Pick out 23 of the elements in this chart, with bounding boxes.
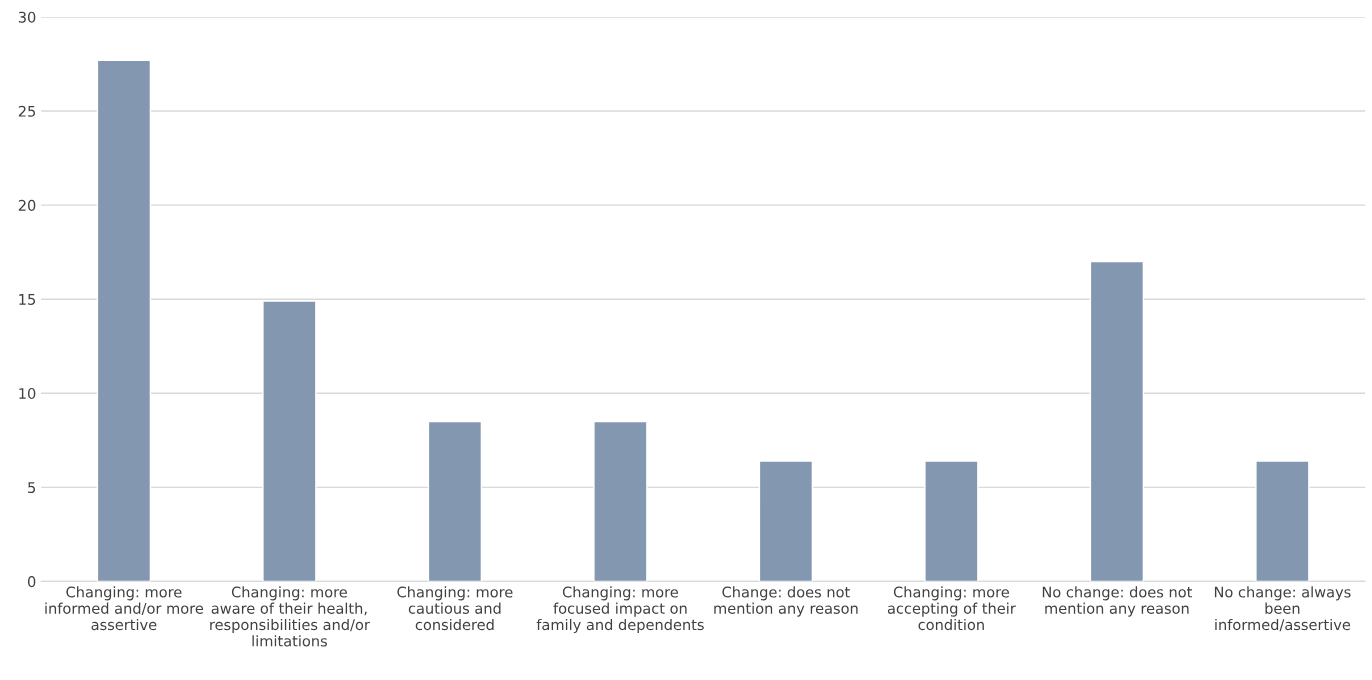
bar (262, 300, 317, 582)
bar (593, 420, 648, 582)
bar (427, 420, 483, 582)
y-tick-label: 5 (28, 482, 36, 494)
y-tick-label: 30 (18, 11, 36, 23)
bar (758, 460, 814, 582)
x-tick-label: Changing: more accepting of their condition (887, 586, 1016, 631)
x-tick-label: Changing: more aware of their health, responsibilities and/or limitations (210, 586, 370, 647)
y-tick-label: 25 (18, 105, 36, 117)
x-tick-label: Change: does not mention any reason (714, 586, 858, 617)
bar (96, 59, 152, 582)
bar (1089, 260, 1145, 582)
y-tick-label: 0 (27, 576, 36, 588)
x-tick-label: No change: always been informed/assertive (1214, 586, 1351, 632)
bar (924, 460, 979, 582)
y-tick-label: 15 (19, 294, 36, 305)
y-tick-label: 20 (18, 199, 36, 211)
x-tick-label: No change: does not mention any reason (1042, 586, 1193, 617)
x-tick-label: Changing: more informed and/or more assertive (45, 586, 204, 631)
y-tick-label: 10 (19, 387, 36, 400)
x-tick-label: Changing: more cautious and considered (397, 586, 513, 631)
bar (1255, 460, 1310, 582)
x-tick-label: Changing: more focused impact on family and dependents (536, 586, 704, 634)
